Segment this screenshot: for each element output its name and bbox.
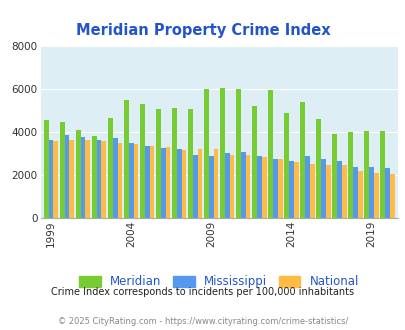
Bar: [309, 164, 314, 218]
Bar: [341, 165, 346, 218]
Bar: [81, 137, 85, 218]
Bar: [64, 135, 69, 218]
Bar: [315, 119, 320, 218]
Bar: [352, 167, 357, 218]
Bar: [240, 152, 245, 218]
Bar: [325, 165, 330, 218]
Bar: [277, 159, 282, 218]
Bar: [69, 140, 74, 218]
Bar: [363, 131, 368, 218]
Bar: [389, 174, 394, 218]
Bar: [44, 120, 49, 218]
Bar: [133, 144, 138, 218]
Text: Meridian Property Crime Index: Meridian Property Crime Index: [75, 23, 330, 38]
Bar: [208, 155, 213, 218]
Bar: [85, 140, 90, 218]
Bar: [347, 132, 352, 218]
Bar: [224, 153, 229, 218]
Bar: [140, 104, 145, 218]
Bar: [176, 149, 181, 218]
Bar: [204, 89, 208, 218]
Bar: [113, 139, 117, 218]
Bar: [145, 146, 149, 218]
Bar: [197, 149, 202, 218]
Bar: [156, 110, 160, 218]
Bar: [165, 147, 170, 218]
Bar: [272, 159, 277, 218]
Bar: [331, 134, 336, 218]
Bar: [213, 149, 218, 218]
Bar: [357, 171, 362, 218]
Bar: [373, 173, 378, 218]
Bar: [124, 100, 128, 218]
Bar: [60, 122, 64, 218]
Bar: [320, 159, 325, 218]
Bar: [92, 136, 96, 218]
Bar: [256, 155, 261, 218]
Bar: [76, 130, 81, 218]
Bar: [117, 143, 122, 218]
Bar: [235, 89, 240, 218]
Bar: [149, 146, 154, 218]
Bar: [245, 154, 250, 218]
Bar: [336, 161, 341, 218]
Bar: [267, 90, 272, 218]
Bar: [293, 162, 298, 218]
Text: © 2025 CityRating.com - https://www.cityrating.com/crime-statistics/: © 2025 CityRating.com - https://www.city…: [58, 317, 347, 326]
Bar: [299, 102, 304, 218]
Bar: [252, 106, 256, 218]
Bar: [96, 140, 101, 218]
Bar: [181, 150, 186, 218]
Bar: [384, 168, 389, 218]
Bar: [49, 140, 53, 218]
Bar: [101, 141, 106, 218]
Bar: [172, 108, 176, 218]
Bar: [284, 113, 288, 218]
Bar: [128, 143, 133, 218]
Bar: [108, 118, 113, 218]
Bar: [229, 154, 234, 218]
Bar: [192, 154, 197, 218]
Bar: [304, 155, 309, 218]
Bar: [368, 167, 373, 218]
Bar: [261, 157, 266, 218]
Legend: Meridian, Mississippi, National: Meridian, Mississippi, National: [79, 275, 358, 288]
Bar: [53, 141, 58, 218]
Text: Crime Index corresponds to incidents per 100,000 inhabitants: Crime Index corresponds to incidents per…: [51, 287, 354, 297]
Bar: [288, 161, 293, 218]
Bar: [220, 88, 224, 218]
Bar: [379, 131, 384, 218]
Bar: [160, 148, 165, 218]
Bar: [188, 110, 192, 218]
